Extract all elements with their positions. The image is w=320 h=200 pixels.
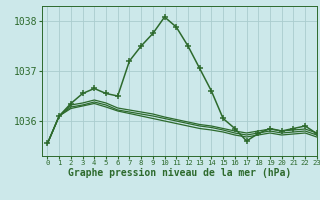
X-axis label: Graphe pression niveau de la mer (hPa): Graphe pression niveau de la mer (hPa) [68, 168, 291, 178]
